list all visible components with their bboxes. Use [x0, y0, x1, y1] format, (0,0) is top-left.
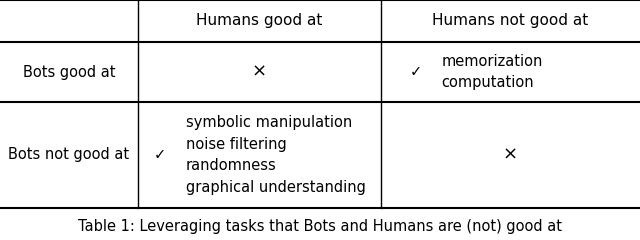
Text: memorization
computation: memorization computation	[442, 54, 543, 90]
Text: ✓: ✓	[410, 65, 422, 79]
Text: Bots good at: Bots good at	[22, 65, 115, 79]
Text: Bots not good at: Bots not good at	[8, 147, 129, 162]
Text: ×: ×	[252, 63, 267, 81]
Text: Humans good at: Humans good at	[196, 13, 323, 29]
Text: ×: ×	[503, 146, 518, 164]
Text: Table 1: Leveraging tasks that Bots and Humans are (not) good at: Table 1: Leveraging tasks that Bots and …	[78, 219, 562, 234]
Text: ✓: ✓	[154, 147, 166, 162]
Text: Humans not good at: Humans not good at	[432, 13, 589, 29]
Text: symbolic manipulation
noise filtering
randomness
graphical understanding: symbolic manipulation noise filtering ra…	[186, 115, 365, 195]
